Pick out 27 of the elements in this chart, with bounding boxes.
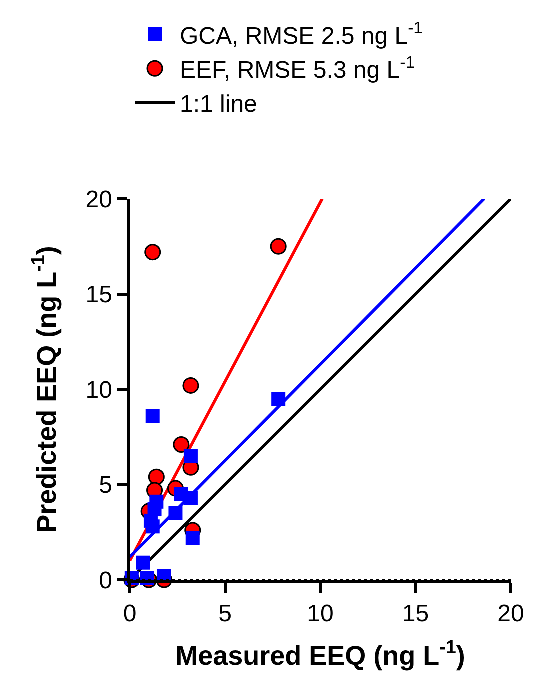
point (186, 531, 200, 546)
y-tick-label: 15 (86, 282, 112, 309)
legend-label: GCA, RMSE 2.5 ng L$^{-1}$ (180, 18, 424, 50)
legend-label: 1:1 line (180, 91, 258, 118)
y-tick-label: 20 (86, 186, 112, 214)
point (148, 468, 165, 486)
point (146, 520, 160, 534)
legend-label: EEF, RMSE 5.3 ng L$^{-1}$ (180, 52, 416, 84)
point (173, 436, 190, 453)
point (182, 377, 200, 394)
y-tick-label: 0 (99, 567, 112, 594)
x-axis-title: Measured EEQ (ng L$^{-1}$) (176, 638, 466, 671)
y-tick-label: 10 (86, 376, 112, 404)
x-tick-label: 20 (498, 600, 524, 628)
point (144, 244, 162, 261)
point (272, 392, 286, 406)
point (146, 409, 160, 424)
x-tick-label: 10 (307, 600, 334, 628)
point (184, 491, 198, 506)
x-tick-label: 5 (218, 600, 232, 628)
point (270, 238, 287, 255)
x-tick-label: 0 (123, 600, 137, 628)
point (184, 449, 198, 464)
y-tick-label: 5 (99, 472, 112, 500)
point (136, 556, 150, 570)
x-tick-label: 15 (402, 600, 430, 628)
point (168, 506, 183, 520)
